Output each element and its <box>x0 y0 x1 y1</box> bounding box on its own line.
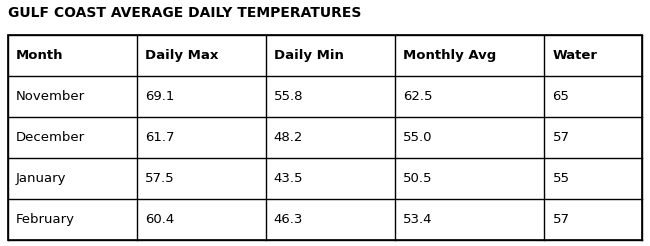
Text: 57: 57 <box>552 131 569 144</box>
Text: 55.0: 55.0 <box>402 131 432 144</box>
Text: 57: 57 <box>552 213 569 226</box>
Text: GULF COAST AVERAGE DAILY TEMPERATURES: GULF COAST AVERAGE DAILY TEMPERATURES <box>8 6 361 20</box>
Text: Water: Water <box>552 49 597 62</box>
Text: 43.5: 43.5 <box>274 172 304 185</box>
Text: February: February <box>16 213 75 226</box>
Text: 55.8: 55.8 <box>274 90 304 103</box>
Text: 61.7: 61.7 <box>145 131 174 144</box>
Text: 60.4: 60.4 <box>145 213 174 226</box>
Text: 65: 65 <box>552 90 569 103</box>
Text: Monthly Avg: Monthly Avg <box>402 49 496 62</box>
Text: Daily Max: Daily Max <box>145 49 218 62</box>
Text: 50.5: 50.5 <box>402 172 432 185</box>
Text: Daily Min: Daily Min <box>274 49 344 62</box>
Text: 53.4: 53.4 <box>402 213 432 226</box>
Text: 48.2: 48.2 <box>274 131 303 144</box>
Text: 57.5: 57.5 <box>145 172 174 185</box>
Text: January: January <box>16 172 66 185</box>
Text: 55: 55 <box>552 172 569 185</box>
Text: December: December <box>16 131 85 144</box>
Text: November: November <box>16 90 85 103</box>
Text: 69.1: 69.1 <box>145 90 174 103</box>
Text: Month: Month <box>16 49 64 62</box>
Text: 62.5: 62.5 <box>402 90 432 103</box>
Text: 46.3: 46.3 <box>274 213 303 226</box>
